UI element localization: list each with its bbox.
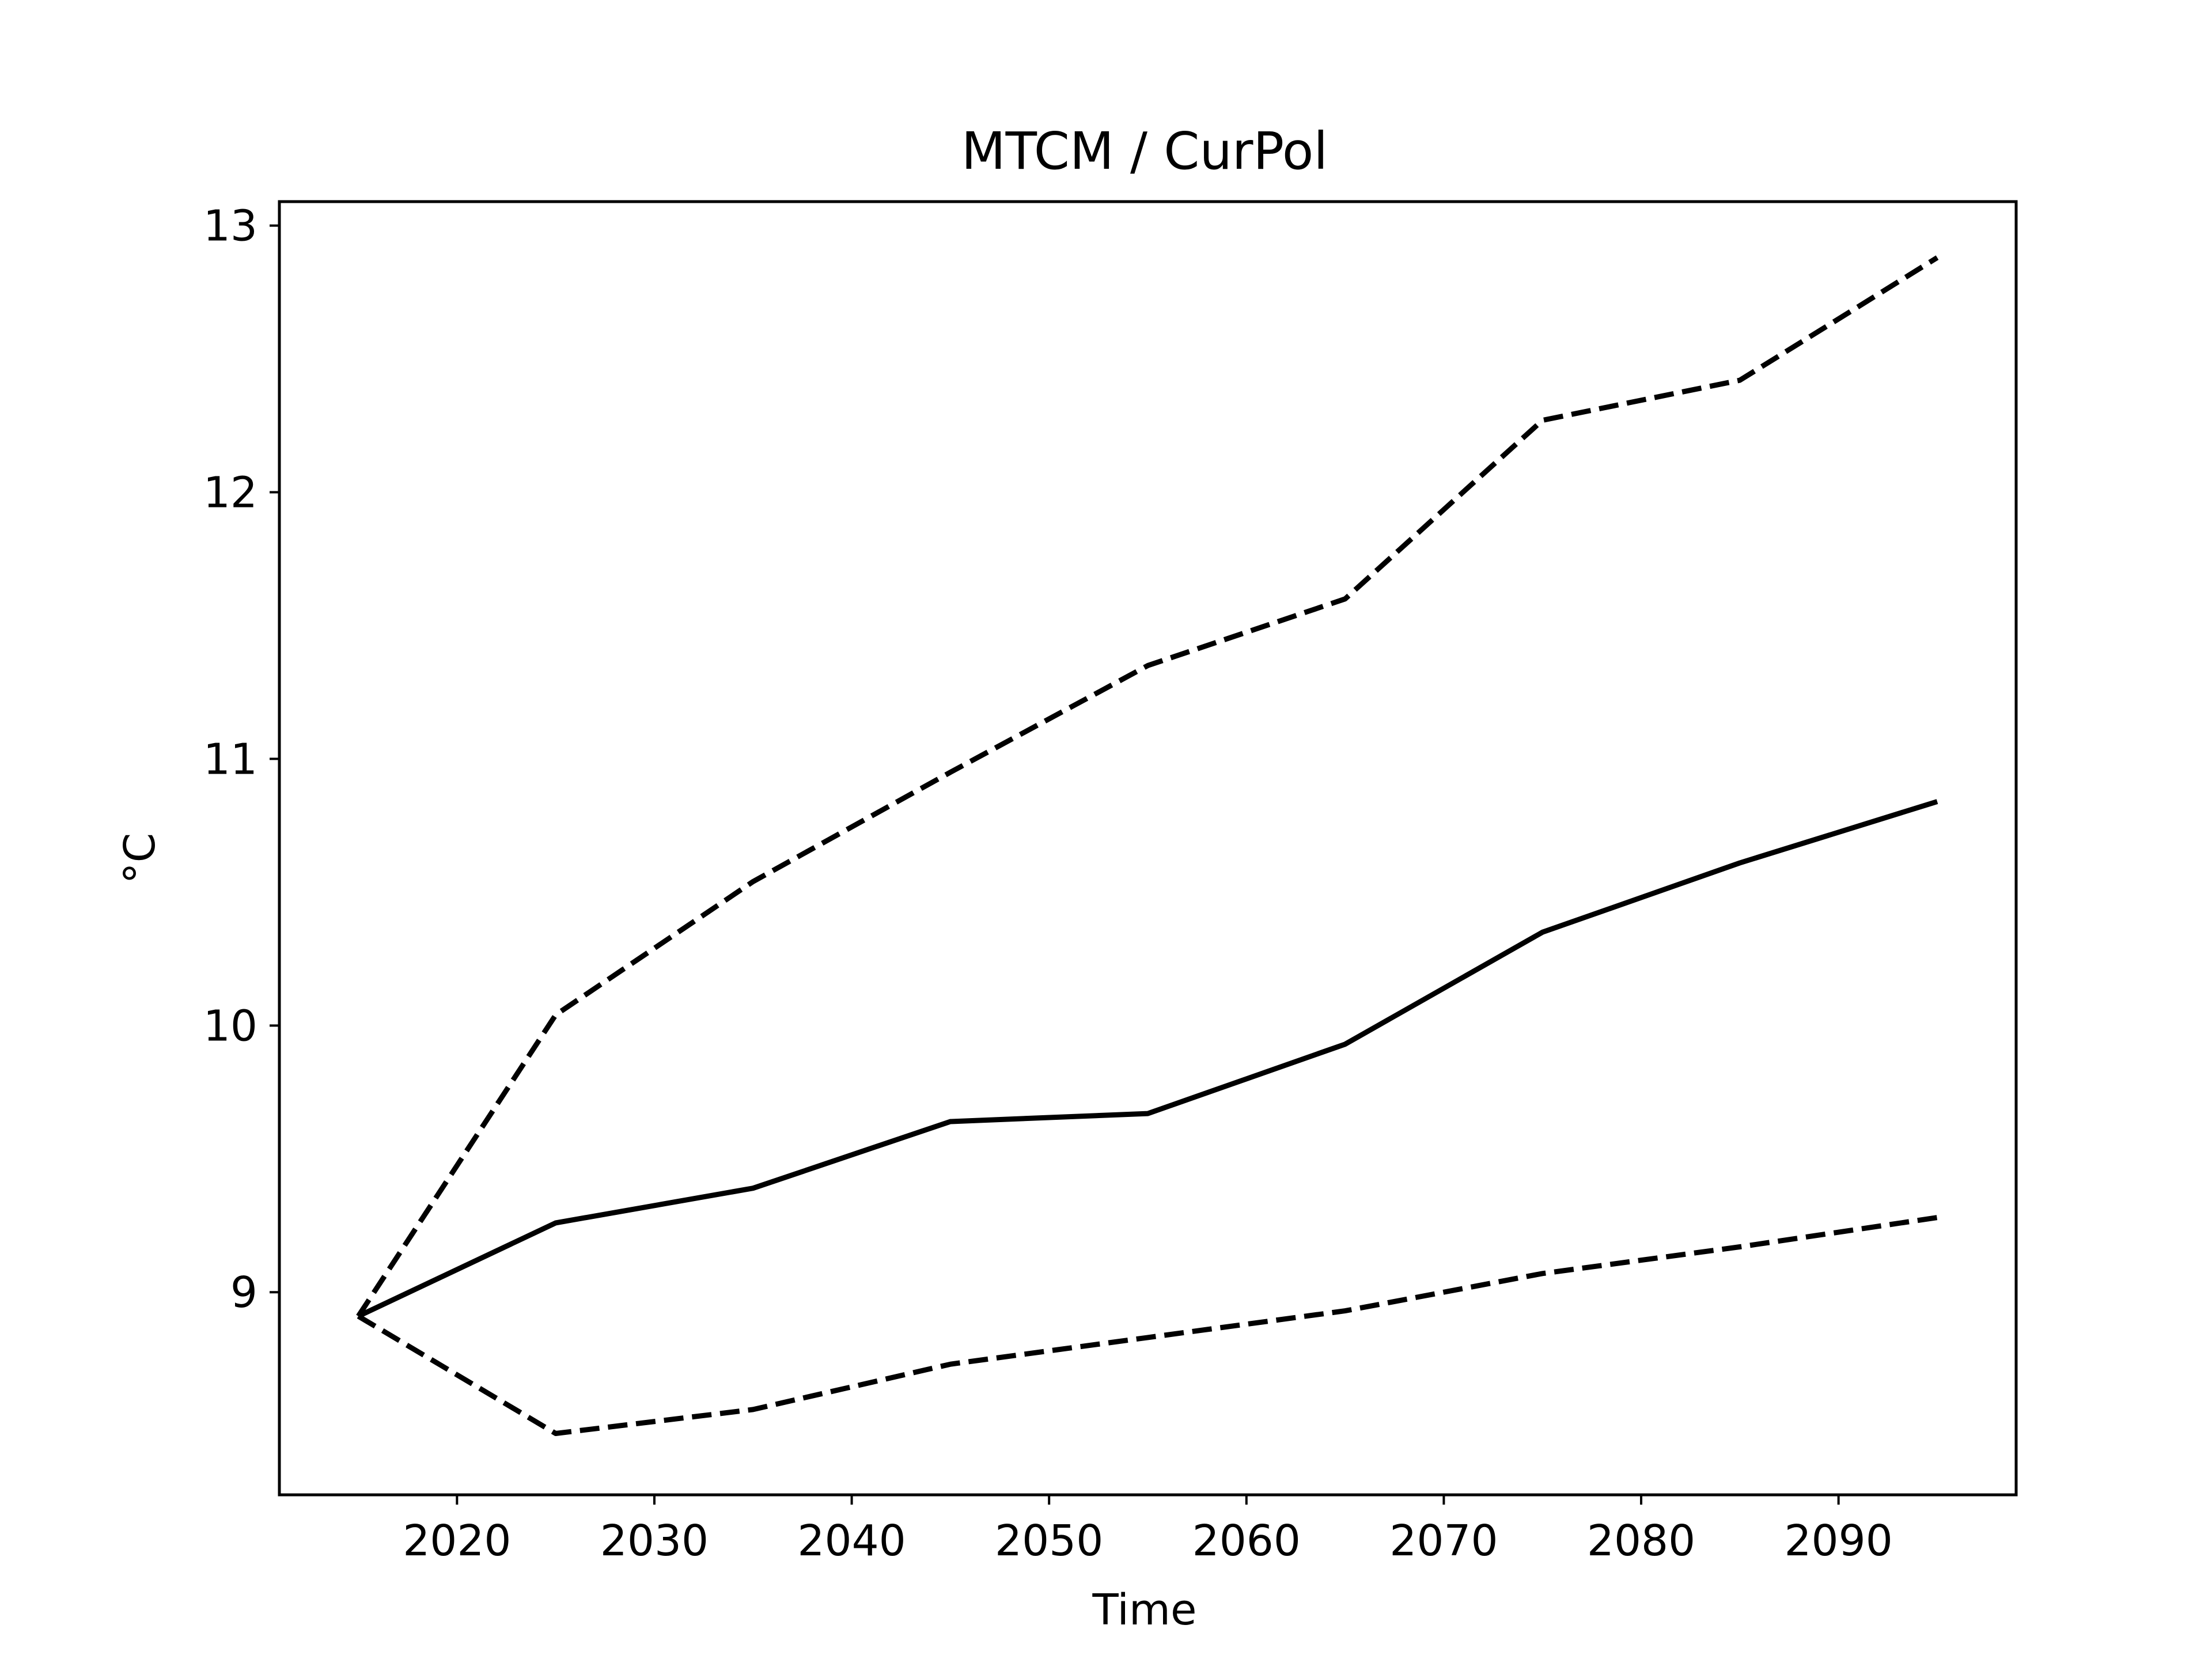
x-tick-label: 2060 xyxy=(1192,1516,1301,1566)
x-tick-label: 2030 xyxy=(600,1516,709,1566)
series-line-1 xyxy=(357,799,1938,1319)
x-tick-label: 2040 xyxy=(797,1516,906,1566)
plot-frame xyxy=(278,200,2018,1497)
x-tick-label: 2070 xyxy=(1389,1516,1498,1566)
plot-area xyxy=(278,200,2018,1497)
x-axis-title: Time xyxy=(1092,1585,1196,1635)
x-axis: 2020 2030 2040 2050 2060 2070 2080 2090 xyxy=(403,1495,1893,1566)
series-line-2 xyxy=(356,255,1939,1318)
x-tick-label: 2050 xyxy=(995,1516,1103,1566)
x-tick-label: 2090 xyxy=(1784,1516,1892,1566)
series-line-3 xyxy=(357,1215,1938,1436)
x-tick-label: 2020 xyxy=(403,1516,511,1566)
y-tick-label: 11 xyxy=(203,734,257,784)
x-tick-label: 2080 xyxy=(1587,1516,1695,1566)
y-tick-label: 10 xyxy=(203,1001,257,1051)
y-tick-label: 12 xyxy=(203,468,257,518)
chart-title: MTCM / CurPol xyxy=(961,121,1328,181)
series-group xyxy=(356,255,1939,1436)
y-tick-label: 9 xyxy=(230,1268,257,1317)
y-axis: 9 10 11 12 13 xyxy=(203,202,279,1317)
y-tick-label: 13 xyxy=(203,202,257,251)
y-axis-title: °C xyxy=(115,833,165,884)
